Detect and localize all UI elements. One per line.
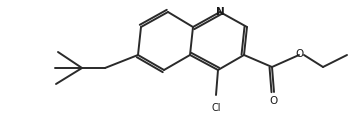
Text: O: O (270, 96, 278, 106)
Text: Cl: Cl (211, 103, 221, 113)
Text: N: N (216, 7, 224, 17)
Text: O: O (295, 49, 303, 59)
